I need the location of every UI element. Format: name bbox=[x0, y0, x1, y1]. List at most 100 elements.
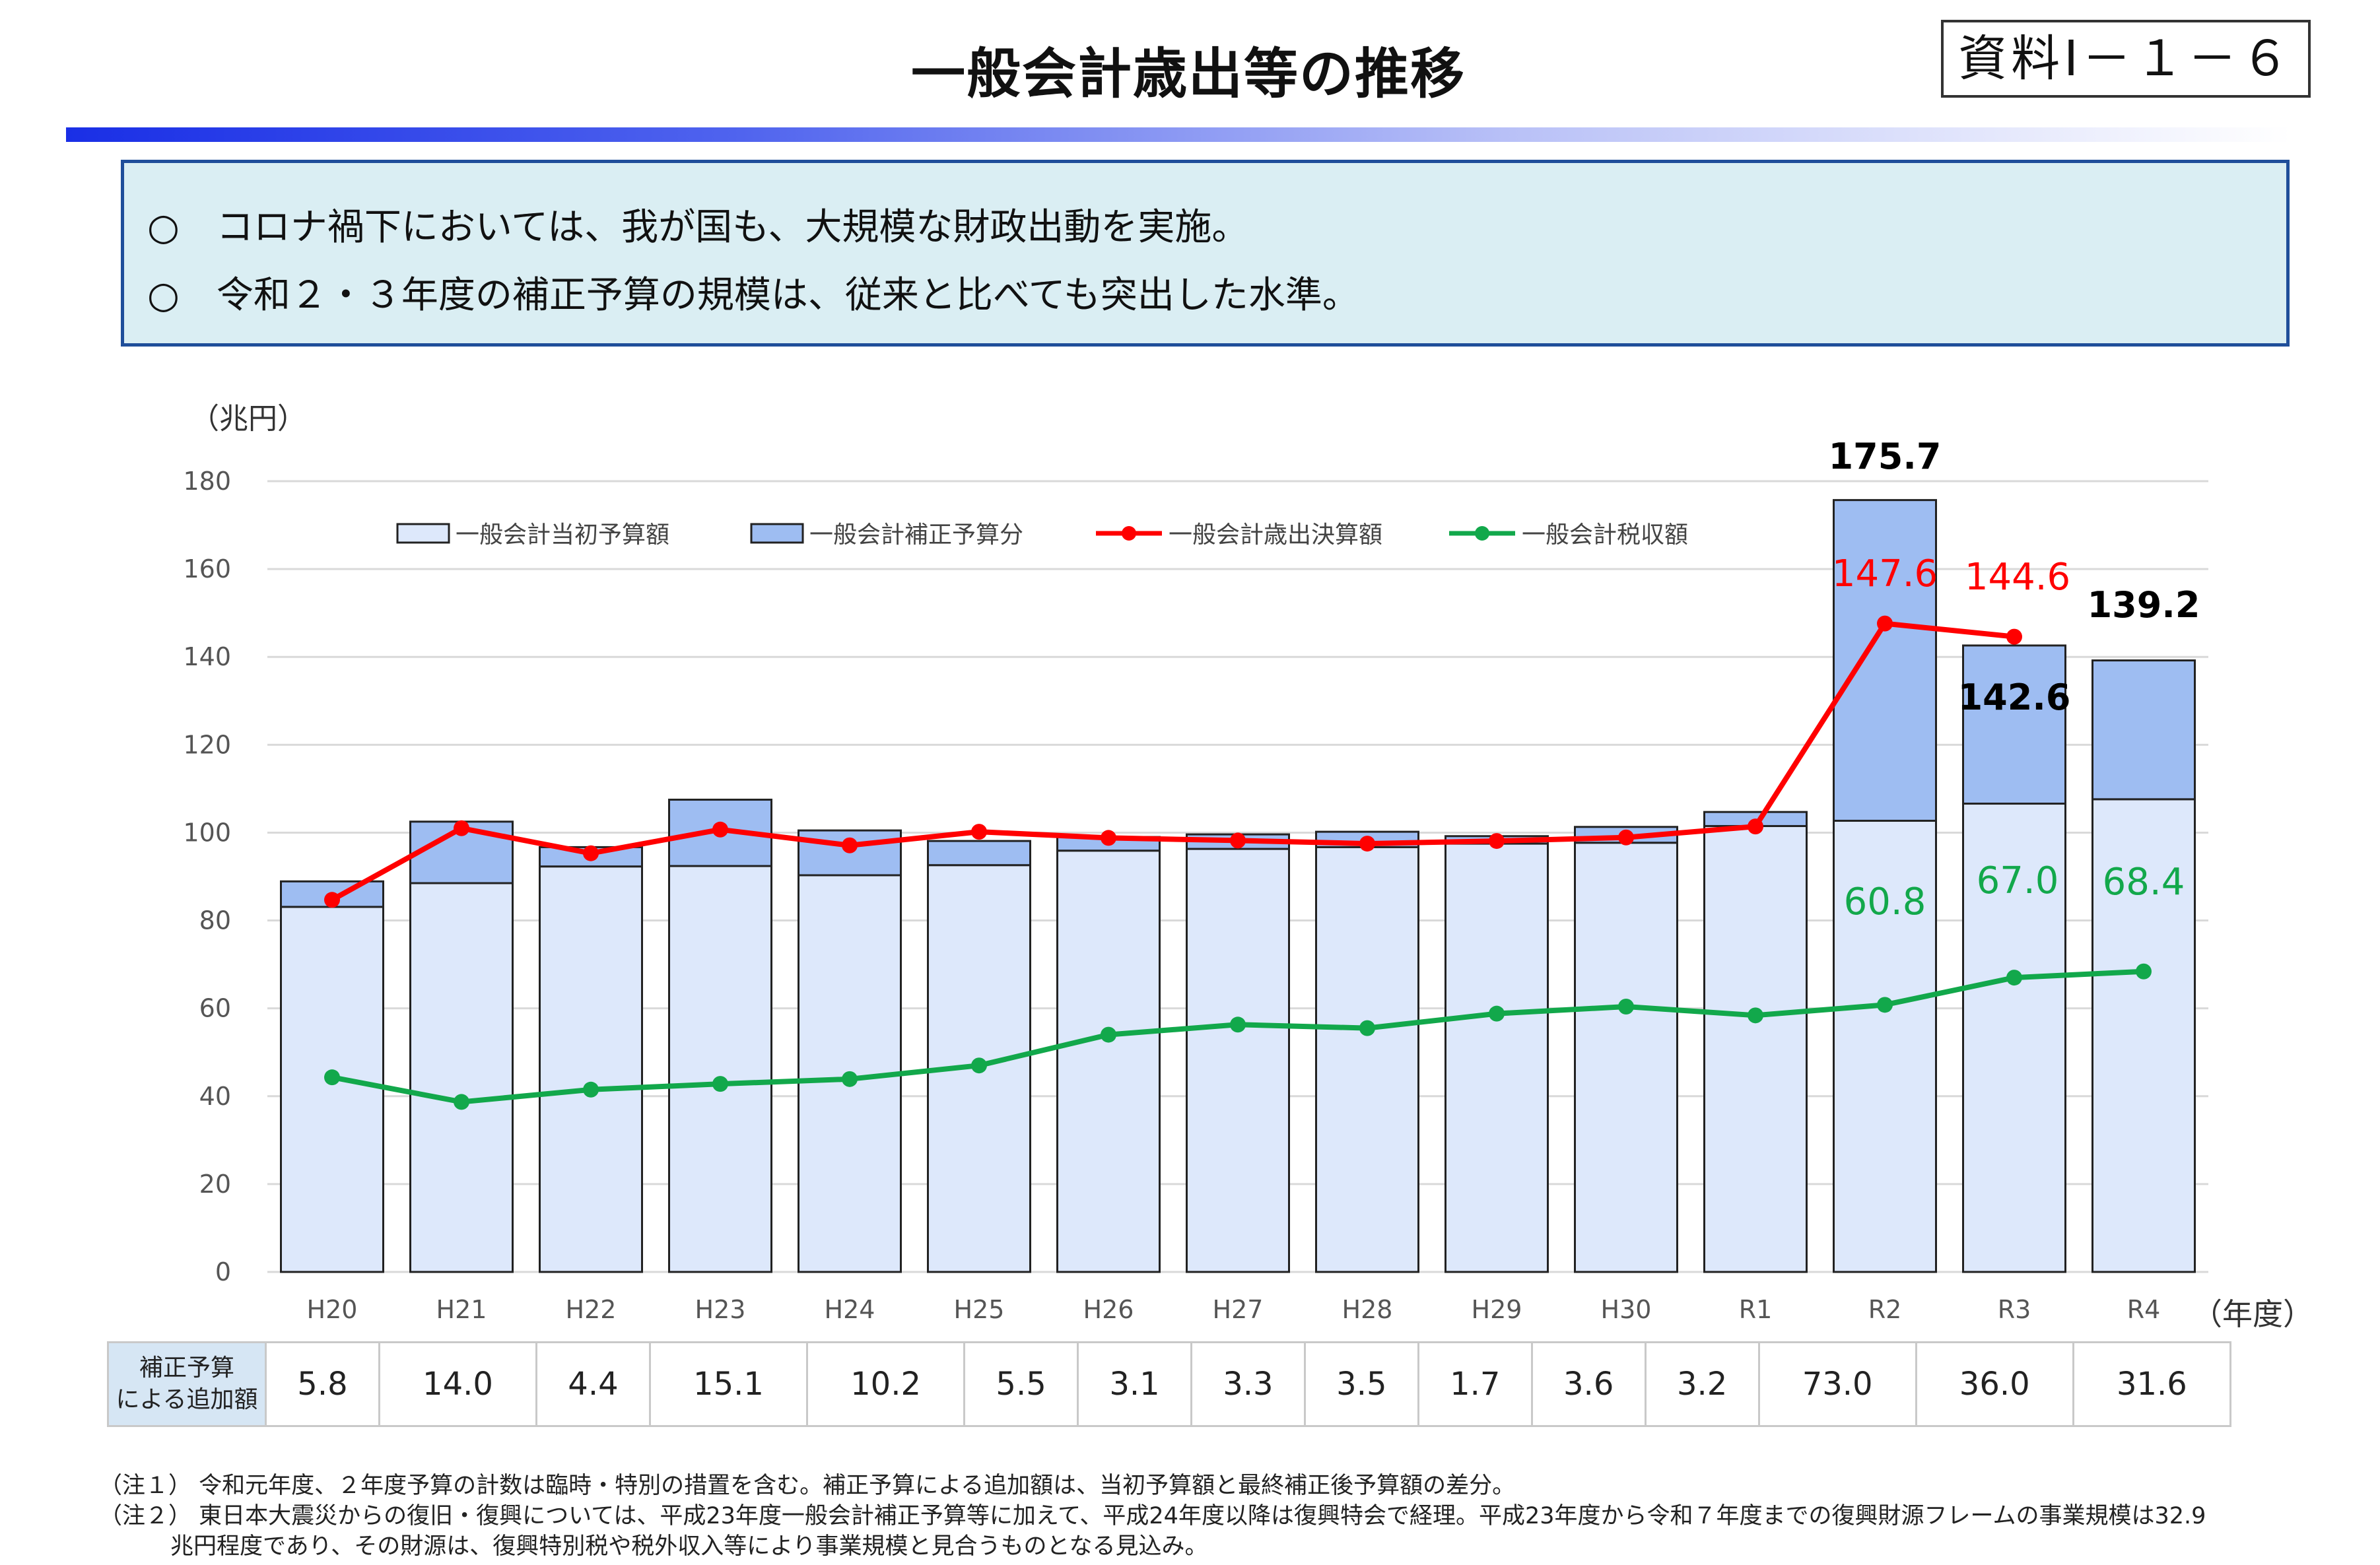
bar-initial-budget bbox=[1445, 842, 1549, 1273]
x-tick-label: H27 bbox=[1213, 1295, 1264, 1324]
legend-swatch bbox=[396, 523, 450, 544]
data-label: 139.2 bbox=[2088, 584, 2200, 626]
y-tick-label: 160 bbox=[183, 554, 231, 583]
x-tick-label: H28 bbox=[1342, 1295, 1393, 1324]
point-tax-revenue bbox=[1101, 1026, 1116, 1043]
data-label: 175.7 bbox=[1829, 436, 1942, 477]
x-tick-label: H30 bbox=[1601, 1295, 1652, 1324]
point-settled-expenditure bbox=[1489, 833, 1505, 849]
x-axis-unit: （年度） bbox=[2192, 1296, 2313, 1332]
point-tax-revenue bbox=[1230, 1016, 1246, 1033]
additions-cell: 3.5 bbox=[1303, 1341, 1419, 1427]
additions-cell: 15.1 bbox=[648, 1341, 809, 1427]
point-settled-expenditure bbox=[2006, 628, 2022, 645]
bar-initial-budget bbox=[409, 882, 514, 1273]
point-settled-expenditure bbox=[583, 845, 599, 861]
legend-label: 一般会計歳出決算額 bbox=[1169, 521, 1382, 549]
note-1: （注１） 令和元年度、２年度予算の計数は臨時・特別の措置を含む。補正予算による追… bbox=[99, 1473, 1516, 1499]
additions-cell: 1.7 bbox=[1417, 1341, 1533, 1427]
point-tax-revenue bbox=[583, 1081, 599, 1098]
point-settled-expenditure bbox=[1359, 836, 1375, 852]
additions-cell: 3.2 bbox=[1644, 1341, 1760, 1427]
additions-cell: 3.1 bbox=[1077, 1341, 1192, 1427]
point-tax-revenue bbox=[1877, 997, 1893, 1013]
x-tick-label: R3 bbox=[1998, 1295, 2031, 1324]
bar-initial-budget bbox=[1056, 849, 1161, 1273]
summary-box: ○ コロナ禍下においては、我が国も、大規模な財政出動を実施。 ○ 令和２・３年度… bbox=[121, 160, 2290, 347]
bar-initial-budget bbox=[539, 865, 643, 1273]
line-settled-expenditure bbox=[331, 620, 2015, 902]
y-axis-unit: （兆円） bbox=[190, 402, 306, 436]
row-header-line-1: 補正予算 bbox=[139, 1354, 234, 1382]
bar-initial-budget bbox=[1315, 846, 1419, 1273]
point-tax-revenue bbox=[2136, 963, 2152, 980]
data-label: 60.8 bbox=[1844, 881, 1926, 923]
point-tax-revenue bbox=[1489, 1005, 1505, 1022]
additions-cell: 73.0 bbox=[1757, 1341, 1917, 1427]
x-tick-label: H22 bbox=[566, 1295, 617, 1324]
x-tick-label: H25 bbox=[954, 1295, 1005, 1324]
y-tick-label: 40 bbox=[199, 1082, 231, 1111]
y-tick-label: 80 bbox=[199, 906, 231, 935]
data-label: 67.0 bbox=[1977, 859, 2059, 902]
data-label: 142.6 bbox=[1958, 677, 2071, 718]
additions-row: 補正予算 による追加額 5.8 14.0 4.4 15.1 10.2 5.5 3.1 3.3 3… bbox=[107, 1341, 2232, 1427]
point-tax-revenue bbox=[842, 1071, 858, 1087]
point-settled-expenditure bbox=[1230, 832, 1246, 849]
bar-supplementary bbox=[927, 840, 1031, 867]
point-settled-expenditure bbox=[712, 821, 728, 838]
x-tick-label: R1 bbox=[1739, 1295, 1773, 1324]
point-settled-expenditure bbox=[454, 820, 469, 836]
additions-cell: 3.6 bbox=[1530, 1341, 1647, 1427]
title-underline bbox=[66, 127, 2291, 142]
data-label: 147.6 bbox=[1832, 552, 1938, 595]
note-2-continued: 兆円程度であり、その財源は、復興特別税や税外収入等により事業規模と見合うものとな… bbox=[170, 1533, 1208, 1560]
point-settled-expenditure bbox=[324, 892, 340, 908]
x-tick-label: H21 bbox=[436, 1295, 487, 1324]
x-tick-label: H26 bbox=[1083, 1295, 1134, 1324]
x-tick-label: H24 bbox=[825, 1295, 875, 1324]
bar-initial-budget bbox=[1833, 819, 1937, 1273]
additions-cell: 10.2 bbox=[806, 1341, 966, 1427]
x-tick-label: H29 bbox=[1472, 1295, 1522, 1324]
y-tick-label: 60 bbox=[199, 994, 231, 1023]
supplementary-additions-table: 補正予算 による追加額 5.8 14.0 4.4 15.1 10.2 5.5 3.1 3.3 3… bbox=[107, 1341, 2232, 1427]
point-tax-revenue bbox=[971, 1057, 987, 1074]
bar-initial-budget bbox=[668, 865, 772, 1273]
point-tax-revenue bbox=[324, 1069, 340, 1086]
y-tick-label: 120 bbox=[183, 730, 231, 759]
bar-supplementary bbox=[1833, 499, 1937, 822]
point-settled-expenditure bbox=[842, 837, 858, 853]
point-tax-revenue bbox=[2006, 970, 2022, 986]
point-tax-revenue bbox=[1359, 1020, 1375, 1036]
additions-cell: 5.5 bbox=[963, 1341, 1079, 1427]
data-label: 144.6 bbox=[1965, 556, 2070, 599]
additions-cell: 31.6 bbox=[2072, 1341, 2232, 1427]
point-tax-revenue bbox=[712, 1076, 728, 1092]
bar-supplementary bbox=[1962, 644, 2066, 805]
data-label: 68.4 bbox=[2103, 861, 2185, 904]
y-tick-label: 20 bbox=[199, 1170, 231, 1199]
x-tick-label: R4 bbox=[2127, 1295, 2161, 1324]
additions-cell: 4.4 bbox=[535, 1341, 651, 1427]
bar-initial-budget bbox=[1962, 803, 2066, 1273]
bar-supplementary bbox=[2091, 659, 2196, 801]
legend-marker bbox=[1475, 526, 1489, 541]
bar-initial-budget bbox=[1703, 824, 1808, 1273]
page-title: 一般会計歳出等の推移 bbox=[910, 43, 1466, 106]
y-tick-label: 140 bbox=[183, 642, 231, 671]
point-tax-revenue bbox=[1748, 1007, 1763, 1024]
point-settled-expenditure bbox=[1618, 829, 1634, 846]
y-tick-label: 180 bbox=[183, 467, 231, 496]
budget-chart: 0 20 40 60 80 100 120 140 160 180 H20 H21 H22 H23 H24 H… bbox=[183, 436, 2208, 1324]
point-settled-expenditure bbox=[1877, 615, 1893, 632]
y-tick-label: 100 bbox=[183, 818, 231, 847]
legend-label: 一般会計補正予算分 bbox=[809, 521, 1023, 549]
additions-cell: 5.8 bbox=[265, 1341, 380, 1427]
y-tick-label: 0 bbox=[215, 1257, 231, 1286]
note-2: （注２） 東日本大震災からの復旧・復興については、平成23年度一般会計補正予算等… bbox=[99, 1503, 2206, 1529]
point-tax-revenue bbox=[1618, 999, 1634, 1015]
additions-row-header: 補正予算 による追加額 bbox=[107, 1341, 267, 1427]
summary-line-2: ○ 令和２・３年度の補正予算の規模は、従来と比べても突出した水準。 bbox=[147, 274, 1359, 317]
legend-marker bbox=[1122, 526, 1136, 541]
